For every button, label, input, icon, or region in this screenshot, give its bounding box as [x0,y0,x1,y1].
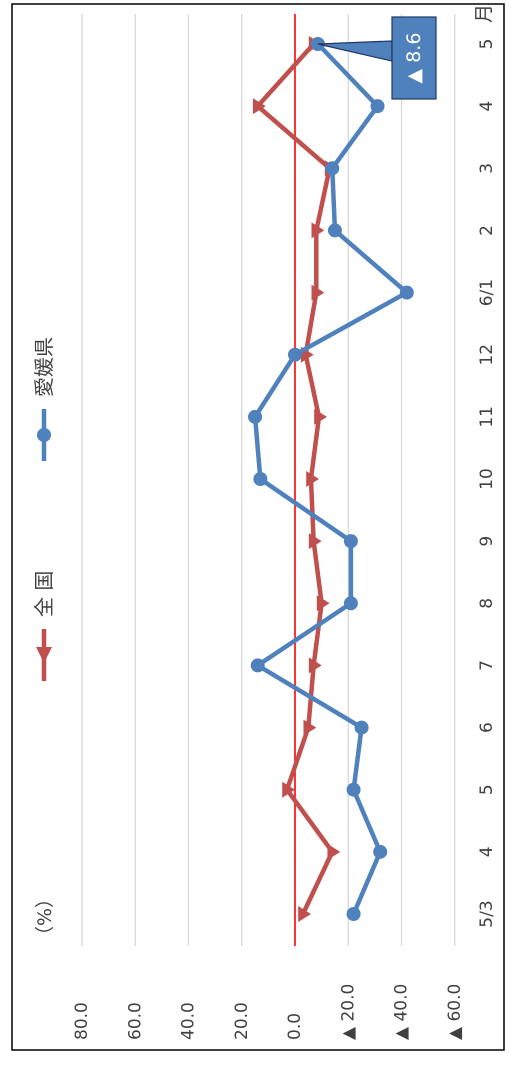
x-tick-label: 5 [477,784,497,795]
series-point [288,347,302,362]
series-layer [248,36,414,922]
legend-label: 愛媛県 [32,337,56,397]
x-tick-label: 12 [477,344,497,366]
x-tick-label: 6 [477,722,497,733]
y-unit-label: （%） [34,889,56,945]
x-tick-label: 3 [477,163,497,174]
callout-label: ▲ 8.6 [403,33,425,84]
x-tick-label: 2 [477,225,497,236]
x-unit-label: 月 [473,4,495,23]
series-point [343,596,358,611]
x-tick-label: 6/1 [477,279,497,306]
series-point [346,907,361,921]
series-point [373,844,388,859]
callout-layer: ▲ 8.6 [317,16,437,100]
legend-marker [37,428,51,442]
y-tick-label: 20.0 [232,1002,252,1040]
series-point [250,658,265,673]
series-point [343,534,358,549]
callout-box [391,16,437,100]
x-tick-label: 8 [477,598,497,609]
y-tick-label: 0.0 [285,1013,305,1040]
series-point [306,471,319,487]
series-point [311,284,325,301]
series-point [327,223,342,238]
x-tick-label: 10 [477,468,497,490]
series-point [354,720,369,735]
legend-label: 全 国 [32,571,56,617]
y-tick-label: 80.0 [72,1002,92,1040]
series-point [252,98,266,115]
series-point [282,781,296,798]
x-tick-label: 7 [477,660,497,671]
x-tick-label: 4 [477,846,497,857]
series-point [327,843,341,860]
chart-frame [11,3,505,1051]
series-point [314,408,327,425]
x-tick-label: 5/3 [477,900,497,927]
x-tick-label: 11 [477,406,497,428]
gridlines [81,14,456,946]
series-point [325,161,340,176]
series-point [298,906,311,922]
series-point [316,595,330,612]
y-tick-label: ▲ 40.0 [392,984,412,1040]
series-point [308,657,322,674]
y-tick-label: ▲ 20.0 [338,984,358,1040]
series-point [370,99,385,114]
y-tick-label: ▲ 60.0 [445,984,465,1040]
legend-marker [36,647,52,663]
series-point [303,719,317,736]
x-tick-label: 4 [477,101,497,112]
y-tick-label: 40.0 [179,1002,199,1040]
series-point [253,472,268,486]
tick-label-layer: 80.0 60.0 40.0 20.0 0.0 ▲ 20.0 ▲ 40.0 ▲ 60.0 5/3… [72,39,497,1040]
series-point [399,285,414,300]
x-tick-label: 9 [477,536,497,547]
y-tick-label: 60.0 [125,1002,145,1040]
series-point [346,782,361,797]
series-point [308,533,322,550]
series-point [311,222,325,239]
x-tick-label: 5 [477,39,497,50]
series-point [248,409,263,424]
